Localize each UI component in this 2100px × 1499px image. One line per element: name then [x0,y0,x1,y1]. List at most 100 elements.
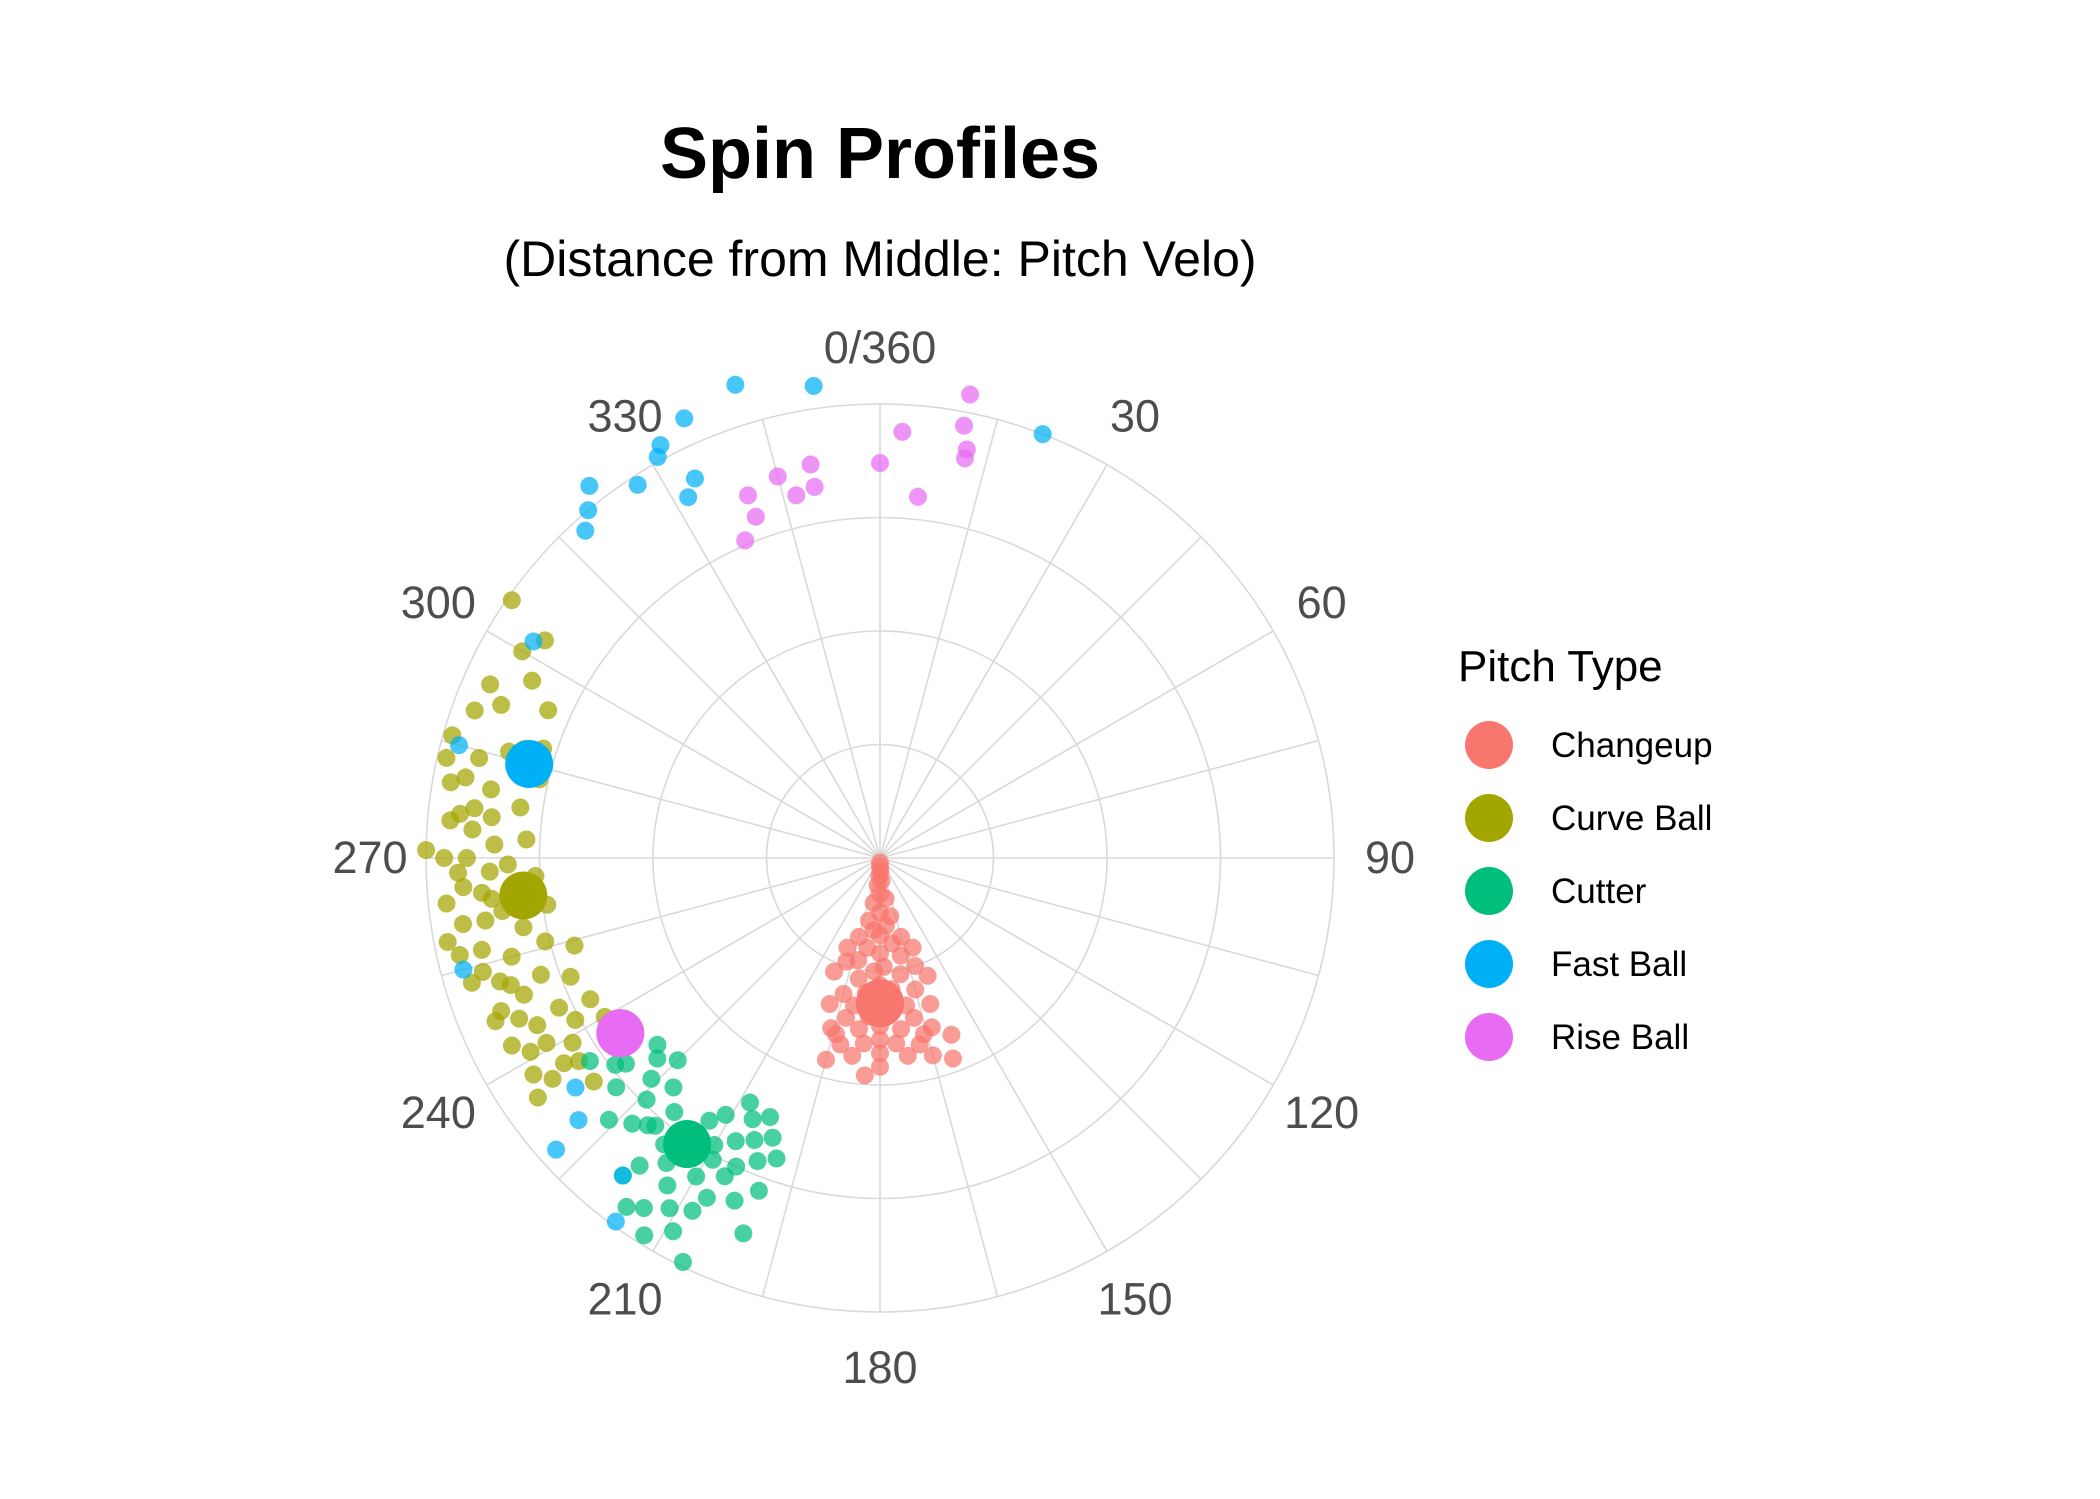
data-point [893,422,912,441]
data-point [801,455,820,474]
data-point [482,780,501,799]
data-point [511,798,530,817]
grid-spoke [879,536,1202,859]
data-point [492,695,511,714]
grid-spoke [761,419,881,859]
data-point [904,1008,923,1027]
grid-spoke [879,857,1274,1086]
data-point [957,440,976,459]
data-point [898,1046,917,1065]
grid-spoke [652,464,881,859]
data-point [648,447,667,466]
angle-tick-label: 30 [1110,390,1160,441]
data-point [539,701,558,720]
data-point [942,1025,961,1044]
legend-key [1465,867,1513,915]
data-point [743,1110,762,1129]
data-points [417,375,1052,1271]
data-point [623,1114,642,1133]
data-point [606,1055,625,1074]
data-point [761,1108,780,1127]
angle-tick-label: 120 [1284,1087,1359,1138]
data-point [502,591,521,610]
data-point [739,486,758,505]
data-point [700,1111,719,1130]
data-point [470,749,489,768]
data-point [435,849,454,867]
data-point [463,820,482,839]
grid-spoke [879,857,1319,977]
angle-tick-label: 240 [401,1087,476,1138]
data-point [453,915,472,934]
legend-label: Curve Ball [1551,799,1712,838]
data-point [476,911,495,930]
data-point [580,476,599,495]
data-point [528,1088,547,1107]
data-point [849,969,868,988]
data-point [910,1035,929,1054]
data-point [634,1199,653,1218]
data-point [462,973,481,992]
data-point [514,985,533,1004]
data-point [473,962,492,981]
data-point [887,1034,906,1053]
data-point [865,962,884,981]
legend-label: Fast Ball [1551,945,1687,984]
data-point [579,501,598,520]
legend-items: Changeup Curve Ball Cutter Fast Ball Rise Ba… [1465,721,1713,1061]
data-point [675,409,694,428]
data-point [687,1167,706,1186]
data-point [837,1008,856,1027]
data-point [787,486,806,505]
angle-tick-label: 330 [587,390,662,441]
data-point [543,1069,562,1088]
data-point [554,1054,573,1073]
data-point [943,1049,962,1068]
data-point [664,1222,683,1241]
data-point [816,1050,835,1069]
data-point [528,1016,547,1035]
data-point [648,1035,667,1054]
data-point [906,956,925,975]
data-point [727,1157,746,1176]
data-point [642,1069,661,1088]
data-point [456,768,475,787]
data-point [457,849,476,867]
data-point [492,1002,511,1021]
data-point [524,1065,543,1084]
angle-tick-label: 180 [842,1342,917,1393]
data-point [561,967,580,986]
data-point [804,376,823,395]
data-point [831,1035,850,1054]
data-point [630,1156,649,1175]
data-point [454,960,473,979]
data-point [450,736,469,755]
grid-spoke [652,857,881,1252]
data-point [514,918,533,937]
data-point [441,773,460,792]
data-point [521,1042,540,1061]
data-point [664,1078,683,1097]
data-point [906,980,925,999]
data-point [665,1103,684,1122]
mean-point [856,979,904,1028]
data-point [820,994,839,1013]
data-point [871,1030,889,1049]
mean-point [505,739,554,788]
grid-spoke [879,464,1108,859]
data-point [961,385,980,404]
grid-spoke [879,630,1274,859]
legend-key [1465,794,1513,842]
data-point [871,1057,889,1076]
data-point [767,1149,786,1168]
data-point [566,1010,585,1029]
data-point [740,1093,759,1112]
legend-label: Rise Ball [1551,1018,1689,1057]
data-point [502,947,521,966]
data-point [726,375,745,394]
grid-spoke [486,630,881,859]
chart-title: Spin Profiles [660,114,1100,194]
data-point [763,1128,782,1147]
data-point [569,1111,588,1130]
